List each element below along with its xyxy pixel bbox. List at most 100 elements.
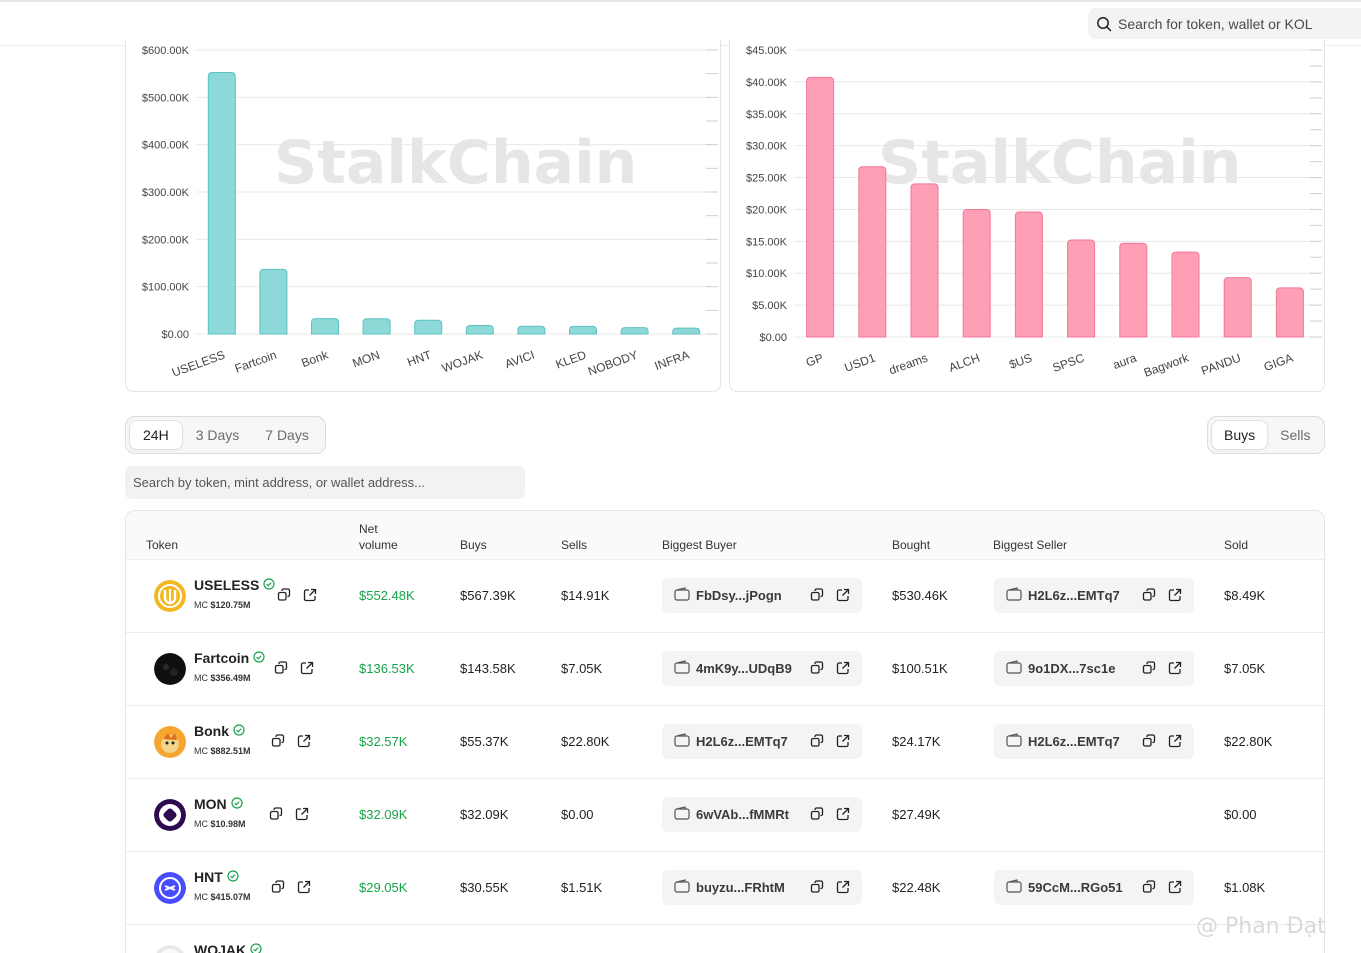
external-link-icon[interactable] (836, 807, 850, 821)
biggest-buyer-address[interactable]: 4mK9y...UDqB9 (662, 651, 862, 686)
bar-bagwork[interactable] (1171, 251, 1200, 338)
external-link-icon[interactable] (1168, 661, 1182, 675)
copy-address-icon[interactable] (1142, 880, 1156, 894)
market-cap: MC $120.75M (194, 600, 251, 610)
token-name[interactable]: Bonk (194, 723, 245, 739)
bar-us[interactable] (1014, 211, 1043, 338)
copy-address-icon[interactable] (1142, 588, 1156, 602)
copy-address-icon[interactable] (1142, 661, 1156, 675)
copy-address-icon[interactable] (810, 807, 824, 821)
copy-mint-icon[interactable] (274, 661, 288, 675)
x-tick-label: INFRA (653, 348, 692, 373)
token-name[interactable]: USELESS (194, 577, 275, 593)
col-bought: Bought (892, 538, 931, 552)
top-sells-chart: StalkChain $0.00 $5.00K $10.00K $15.00K $20.0… (729, 40, 1325, 392)
table-row[interactable]: Fartcoin MC $356.49M $136.53K $143.58K $7.05… (126, 633, 1324, 706)
external-link-icon[interactable] (303, 588, 317, 602)
copy-mint-icon[interactable] (271, 880, 285, 894)
token-name[interactable]: MON (194, 796, 243, 812)
bar-fartcoin[interactable] (259, 268, 288, 335)
external-link-icon[interactable] (1168, 880, 1182, 894)
biggest-buyer-address[interactable]: 6wVAb...fMMRt (662, 797, 862, 832)
y-tick-label: $20.00K (746, 204, 788, 216)
seller-address-text: 9o1DX...7sc1e (1028, 661, 1116, 676)
tab-3-days[interactable]: 3 Days (195, 427, 240, 443)
external-link-icon[interactable] (836, 734, 850, 748)
bar-spsc[interactable] (1067, 239, 1096, 338)
table-row[interactable]: HNT MC $415.07M $29.05K $30.55K $1.51K buyzu.… (126, 852, 1324, 925)
copy-mint-icon[interactable] (277, 588, 291, 602)
market-cap-label: MC (194, 892, 208, 902)
table-row[interactable]: WOJAK (126, 925, 1324, 953)
global-search-input[interactable]: Search for token, wallet or KOL (1088, 8, 1361, 39)
buys-sells-toggle: Buys Sells (1207, 416, 1325, 454)
bar-gp[interactable] (806, 76, 835, 338)
copy-address-icon[interactable] (810, 880, 824, 894)
copy-address-icon[interactable] (1142, 734, 1156, 748)
external-link-icon[interactable] (297, 734, 311, 748)
external-link-icon[interactable] (300, 661, 314, 675)
external-link-icon[interactable] (1168, 588, 1182, 602)
bar-avici[interactable] (517, 325, 546, 335)
bar-hnt[interactable] (414, 319, 443, 335)
token-name[interactable]: WOJAK (194, 942, 262, 953)
biggest-seller-address[interactable]: H2L6z...EMTq7 (994, 578, 1194, 613)
tab-24h[interactable]: 24H (129, 420, 183, 450)
y-tick-label: $0.00 (161, 329, 189, 341)
y-tick-label: $400.00K (142, 140, 190, 152)
external-link-icon[interactable] (836, 588, 850, 602)
token-name[interactable]: HNT (194, 869, 239, 885)
token-logo-icon (154, 872, 186, 904)
copy-mint-icon[interactable] (269, 807, 283, 821)
bar-wojak[interactable] (465, 324, 494, 335)
x-tick-label: GP (804, 351, 825, 370)
biggest-seller-address[interactable]: H2L6z...EMTq7 (994, 724, 1194, 759)
bar-mon[interactable] (362, 318, 391, 335)
biggest-buyer-address[interactable]: H2L6z...EMTq7 (662, 724, 862, 759)
copy-address-icon[interactable] (810, 734, 824, 748)
x-tick-label: dreams (887, 351, 929, 378)
bar-pandu[interactable] (1223, 277, 1252, 338)
bar-dreams[interactable] (910, 183, 939, 338)
x-tick-label: Bagwork (1142, 350, 1192, 379)
y-tick-label: $600.00K (142, 45, 190, 57)
bar-alch[interactable] (962, 208, 991, 338)
bar-kled[interactable] (569, 325, 597, 335)
tab-sells[interactable]: Sells (1280, 427, 1311, 443)
y-tick-label: $10.00K (746, 268, 788, 280)
seller-address-text: H2L6z...EMTq7 (1028, 734, 1120, 749)
sold-value: $22.80K (1224, 734, 1273, 749)
bar-usd1[interactable] (858, 166, 887, 338)
top-bar: Search for token, wallet or KOL (0, 0, 1361, 46)
bar-infra[interactable] (672, 327, 701, 335)
table-row[interactable]: USELESS MC $120.75M $552.48K $567.39K $14.91… (126, 560, 1324, 633)
bar-aura[interactable] (1119, 242, 1148, 338)
external-link-icon[interactable] (836, 661, 850, 675)
biggest-seller-address[interactable]: 9o1DX...7sc1e (994, 651, 1194, 686)
token-name-text: MON (194, 796, 227, 812)
token-logo-icon (154, 799, 186, 831)
table-search-input[interactable]: Search by token, mint address, or wallet… (125, 466, 525, 499)
tab-7-days[interactable]: 7 Days (265, 427, 309, 443)
table-row[interactable]: MON MC $10.98M $32.09K $32.09K $0.00 6wVAb...… (126, 779, 1324, 852)
bar-nobody[interactable] (620, 327, 649, 335)
external-link-icon[interactable] (836, 880, 850, 894)
token-name[interactable]: Fartcoin (194, 650, 265, 666)
tab-buys[interactable]: Buys (1211, 420, 1269, 450)
biggest-seller-address[interactable]: 59CcM...RGo51 (994, 870, 1194, 905)
external-link-icon[interactable] (295, 807, 309, 821)
external-link-icon[interactable] (297, 880, 311, 894)
table-row[interactable]: Bonk MC $882.51M $32.57K $55.37K $22.80K H2L6… (126, 706, 1324, 779)
biggest-buyer-address[interactable]: buyzu...FRhtM (662, 870, 862, 905)
copy-address-icon[interactable] (810, 588, 824, 602)
copy-mint-icon[interactable] (271, 734, 285, 748)
bar-bonk[interactable] (311, 318, 339, 335)
bar-useless[interactable] (207, 71, 236, 335)
external-link-icon[interactable] (1168, 734, 1182, 748)
bought-value: $24.17K (892, 734, 941, 749)
copy-address-icon[interactable] (810, 661, 824, 675)
bar-giga[interactable] (1275, 287, 1304, 338)
biggest-buyer-address[interactable]: FbDsy...jPogn (662, 578, 862, 613)
search-icon (1097, 16, 1112, 31)
buys-value: $55.37K (460, 734, 509, 749)
